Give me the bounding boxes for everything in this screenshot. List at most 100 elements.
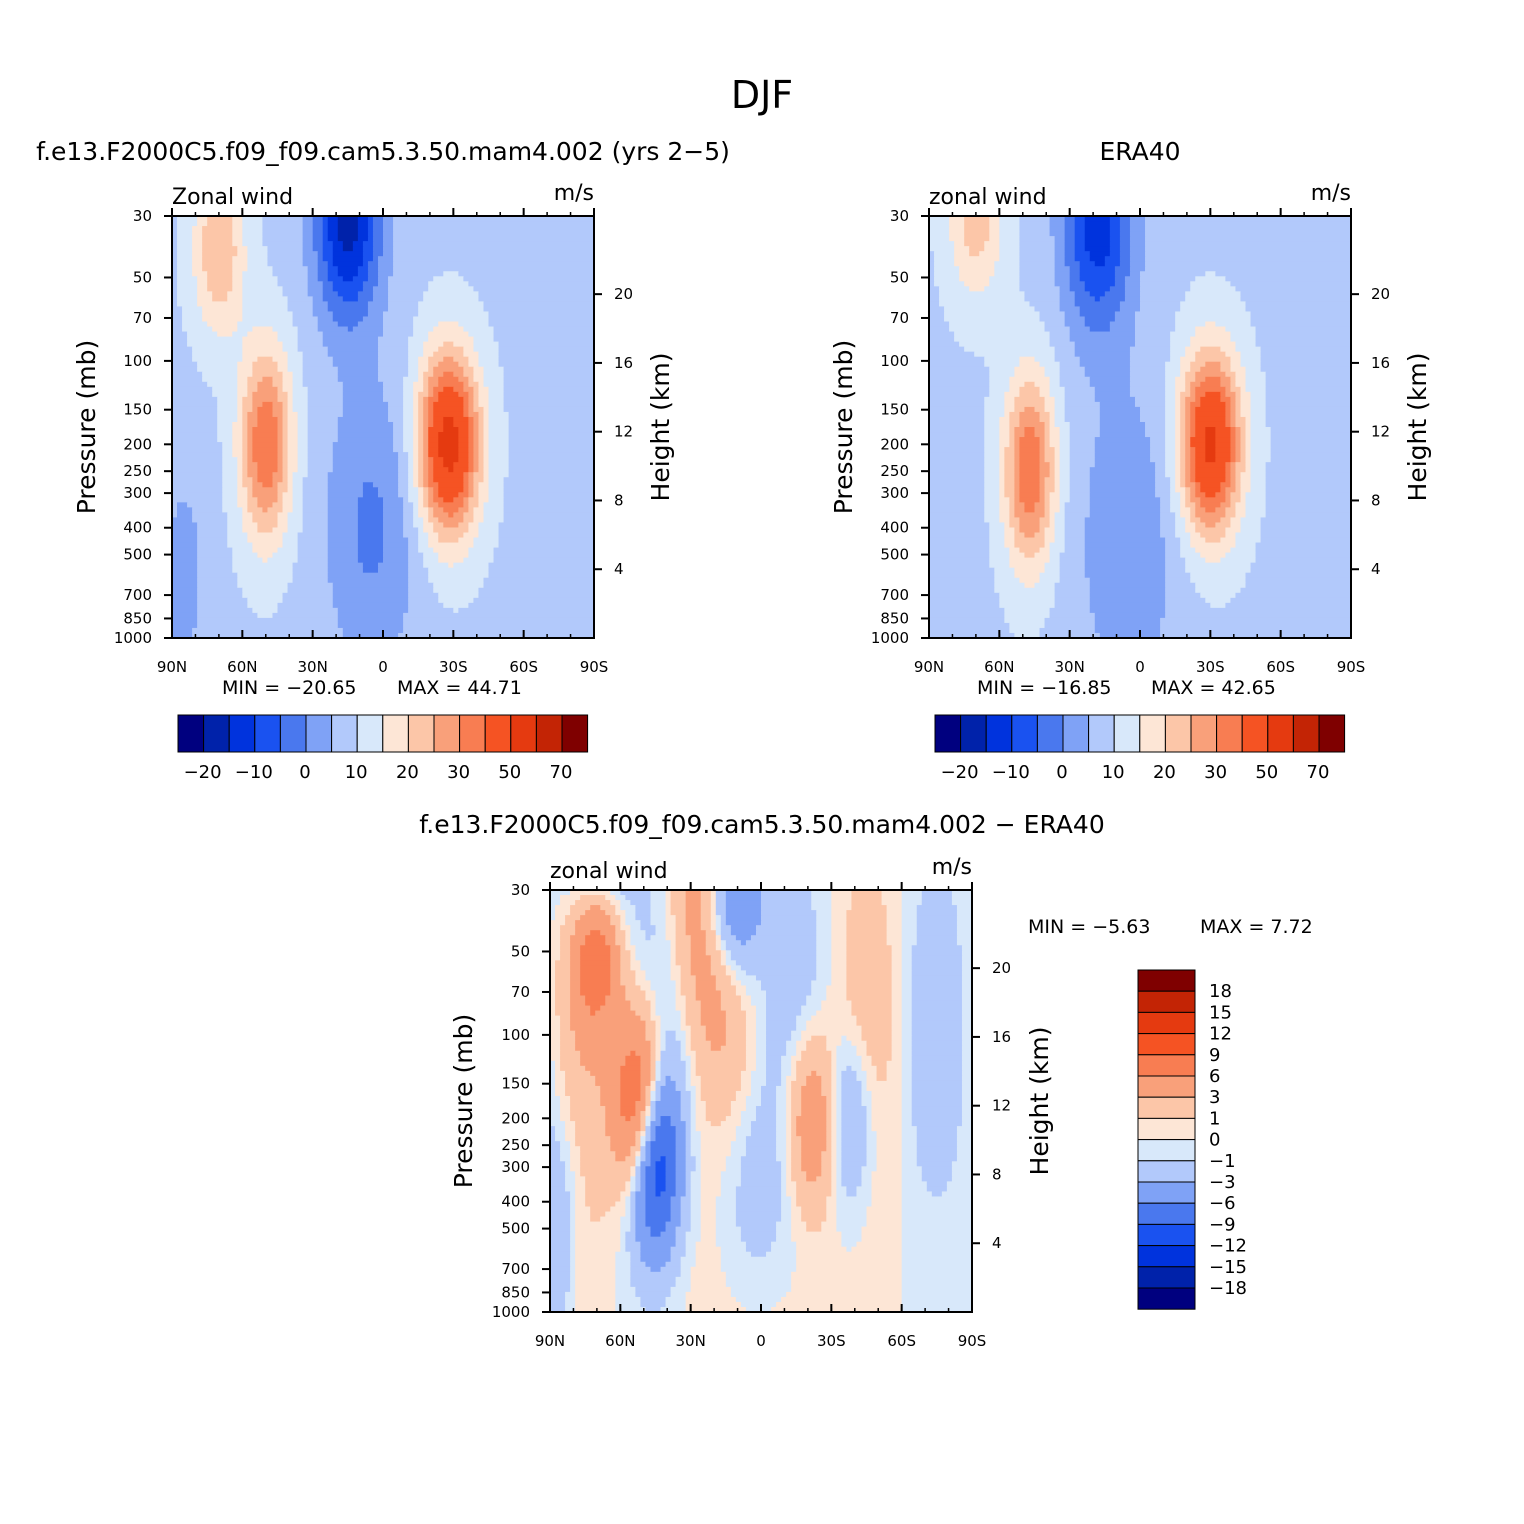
contour-cell [1245,497,1267,503]
contour-cell [730,1111,742,1117]
contour-cell [1200,366,1221,373]
contour-cell [690,1221,702,1228]
contour-cell [916,1156,958,1162]
contour-cell [901,1141,918,1147]
y-tick-label: 300 [880,484,909,502]
contour-cell [1094,437,1151,443]
contour-cell [831,895,853,901]
contour-cell [372,221,384,227]
contour-cell [1134,336,1171,343]
contour-cell [327,567,364,574]
contour-cell [929,346,965,353]
contour-cell [1190,432,1196,438]
contour-cell [901,930,918,936]
contour-cell [1235,396,1242,403]
contour-cell [478,351,500,358]
contour-cell [1084,226,1111,232]
contour-field [550,890,972,1312]
contour-cell [367,236,374,242]
contour-cell [262,241,304,247]
contour-cell [332,597,409,604]
contour-cell [1059,562,1086,569]
contour-cell [1074,226,1086,232]
contour-cell [575,1271,616,1278]
contour-cell [1230,416,1237,423]
contour-cell [720,1251,752,1258]
contour-cell [630,1050,636,1057]
x-tick-label: 30S [1196,658,1225,676]
contour-cell [841,1156,868,1162]
contour-cell [463,487,469,493]
contour-cell [891,1040,903,1047]
contour-cell [227,291,243,297]
contour-cell [1069,487,1091,493]
contour-cell [821,1156,832,1162]
contour-cell [327,537,359,544]
contour-cell [710,890,717,896]
contour-cell [806,1226,822,1233]
contour-cell [297,341,324,348]
contour-cell [886,930,903,936]
contour-cell [866,1080,903,1087]
contour-cell [1094,457,1151,463]
contour-cell [550,1025,561,1032]
contour-cell [1129,231,1146,237]
contour-cell [327,557,359,564]
contour-cell [1160,632,1351,638]
contour-cell [625,995,647,1002]
contour-cell [866,1126,873,1132]
contour-cell [257,467,279,473]
colorbar-label: 20 [396,762,419,783]
y-right-tick-label: 8 [1371,491,1381,509]
contour-cell [575,1206,591,1213]
contour-cell [1225,421,1232,428]
contour-cell [413,326,434,333]
contour-cell [1044,457,1056,463]
contour-cell [1190,341,1237,348]
contour-cell [1215,507,1227,513]
contour-cell [1049,552,1061,559]
contour-cell [287,442,299,448]
contour-cell [580,975,611,982]
contour-cell [508,437,594,443]
contour-cell [1195,487,1201,493]
contour-cell [555,1065,561,1072]
contour-cell [876,1166,903,1172]
contour-cell [1225,512,1237,519]
contour-cell [1044,442,1051,448]
contour-cell [357,226,369,232]
contour-cell [650,980,677,987]
y-tick-label: 300 [123,484,152,502]
contour-cell [1140,291,1186,297]
contour-cell [327,527,359,534]
contour-cell [483,301,594,308]
contour-cell [630,1221,636,1228]
contour-cell [700,1075,742,1082]
contour-cell [267,261,304,267]
contour-cell [1039,482,1046,488]
contour-cell [665,930,677,936]
contour-cell [575,1306,616,1312]
contour-cell [242,462,248,468]
contour-cell [1205,427,1216,433]
contour-cell [620,975,636,982]
contour-cell [610,1206,626,1213]
contour-cell [685,1186,692,1193]
contour-cell [1175,386,1186,393]
contour-cell [1004,396,1016,403]
contour-cell [1180,537,1191,544]
contour-cell [1004,452,1016,458]
contour-cell [1059,567,1086,574]
contour-cell [929,537,990,544]
contour-cell [327,522,359,529]
contour-cell [1235,427,1242,433]
contour-cell [357,502,384,508]
contour-cell [1014,432,1026,438]
contour-cell [630,950,636,956]
contour-cell [941,1191,972,1198]
contour-cell [796,1126,827,1132]
contour-cell [1220,557,1257,564]
contour-cell [640,1151,647,1157]
contour-cell [1014,492,1021,498]
contour-cell [428,502,439,508]
